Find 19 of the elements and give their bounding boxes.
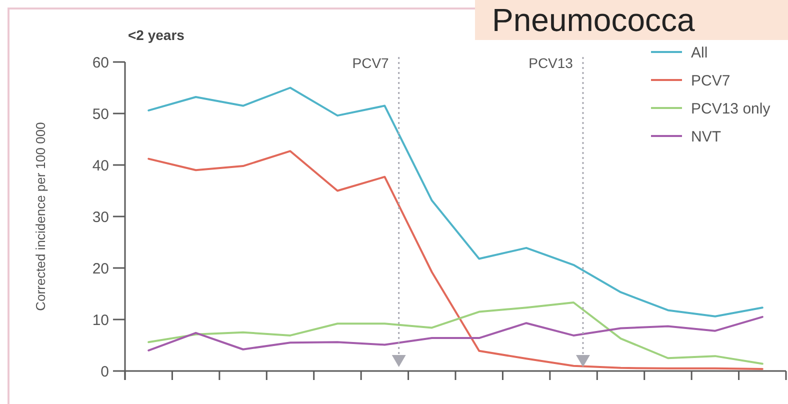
y-axis-title: Corrected incidence per 100 000	[33, 122, 48, 311]
y-tick-label: 10	[92, 312, 109, 329]
y-tick-label: 30	[92, 208, 109, 226]
y-tick-label: 20	[92, 260, 109, 278]
chart-title: <2 years	[128, 27, 185, 43]
y-tick-label: 60	[92, 54, 109, 72]
text: Pneumococca	[492, 2, 695, 38]
line-series	[148, 150, 764, 370]
legend-label: PCV13 only	[691, 100, 771, 118]
legend-label: PCV7	[691, 72, 730, 90]
annotation: PCV7	[352, 55, 390, 71]
y-tick-label: 40	[92, 157, 109, 174]
line-series	[148, 302, 764, 365]
annotation: PCV13	[528, 55, 574, 71]
y-tick-label: 0	[100, 363, 109, 380]
legend-label: All	[691, 44, 708, 62]
line-series	[148, 316, 764, 352]
y-tick-label: 50	[92, 106, 109, 123]
legend-label: NVT	[691, 128, 721, 146]
